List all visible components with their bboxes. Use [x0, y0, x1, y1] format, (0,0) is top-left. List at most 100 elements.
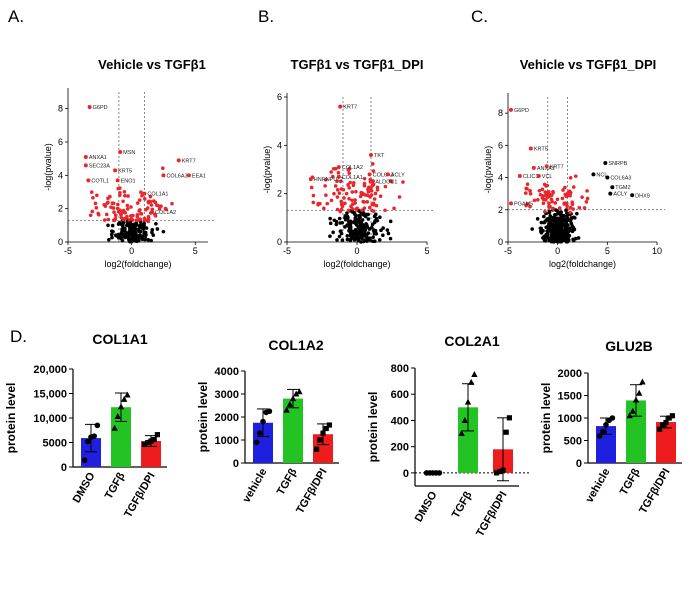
y-axis-label: protein level — [4, 383, 18, 454]
data-point — [639, 378, 646, 385]
significant-point — [102, 202, 106, 207]
nonsignificant-point — [350, 234, 354, 238]
significant-point — [560, 196, 565, 201]
significant-point — [580, 195, 584, 199]
nonsignificant-point — [146, 238, 151, 242]
nonsignificant-point — [349, 231, 354, 236]
significant-point — [550, 199, 554, 204]
significant-point — [362, 206, 367, 210]
nonsignificant-point — [345, 214, 349, 219]
nonsignificant-point — [570, 223, 574, 228]
bar-2 — [656, 422, 676, 463]
nonsignificant-point — [565, 211, 569, 215]
significant-point — [538, 192, 543, 197]
significant-point — [371, 209, 376, 213]
nonsignificant-point — [114, 233, 118, 238]
nonsignificant-point — [109, 229, 114, 233]
y-tick-label: 800 — [391, 363, 409, 375]
nonsignificant-point — [134, 238, 139, 242]
data-point — [464, 398, 472, 405]
data-point — [468, 378, 475, 385]
significant-point — [557, 206, 562, 210]
labeled-point — [83, 163, 88, 168]
nonsignificant-point — [123, 235, 127, 240]
x-tick-label: -5 — [504, 246, 512, 256]
y-tick-label: 0 — [403, 468, 409, 480]
significant-point — [337, 191, 342, 195]
nonsignificant-point — [338, 229, 343, 233]
significant-point — [372, 197, 377, 201]
panel-label-c: C. — [471, 7, 488, 26]
nonsignificant-point — [356, 225, 361, 230]
significant-point — [91, 195, 95, 200]
nonsignificant-point — [359, 229, 363, 234]
nonsignificant-point — [366, 237, 371, 242]
gene-label: COL1A1 — [342, 175, 363, 181]
nonsignificant-point — [131, 229, 136, 234]
y-tick-label: 5000 — [43, 438, 67, 450]
y-tick-label: 1000 — [558, 413, 582, 425]
significant-point — [392, 206, 396, 211]
bar-2 — [141, 441, 161, 467]
significant-point — [322, 206, 326, 211]
nonsignificant-point — [142, 226, 146, 231]
labeled-point — [591, 172, 596, 177]
nonsignificant-point — [545, 232, 550, 237]
nonsignificant-point — [552, 235, 556, 240]
significant-point — [333, 166, 338, 171]
data-point — [609, 415, 616, 421]
volcano-plot-b: TGFβ1 vs TGFβ1_DPI-5 0 50246log2(foldchang… — [262, 57, 435, 269]
significant-point — [568, 210, 572, 215]
significant-point — [573, 174, 578, 178]
gene-label: ANXA1 — [89, 155, 107, 161]
significant-point — [139, 211, 143, 216]
bar-1 — [111, 407, 131, 467]
nonsignificant-point — [119, 236, 123, 241]
y-tick-label: 2 — [58, 204, 63, 214]
nonsignificant-point — [354, 220, 359, 225]
nonsignificant-point — [575, 211, 579, 216]
significant-point — [571, 185, 576, 189]
nonsignificant-point — [369, 225, 374, 230]
data-point — [283, 406, 290, 413]
gene-label: HNRNPUL2 — [314, 177, 344, 183]
significant-point — [365, 200, 370, 204]
labeled-point — [517, 173, 522, 178]
significant-point — [118, 193, 122, 197]
significant-point — [346, 183, 350, 187]
data-point — [629, 407, 636, 414]
significant-point — [546, 195, 550, 199]
significant-point — [350, 206, 355, 211]
y-tick-label: 2000 — [215, 412, 239, 424]
gene-label: PGAM5 — [514, 201, 533, 207]
significant-point — [363, 193, 367, 197]
nonsignificant-point — [122, 232, 126, 237]
labeled-point — [544, 164, 549, 169]
data-point — [91, 433, 97, 439]
category-label: TGFβ — [450, 489, 475, 520]
significant-point — [361, 199, 366, 204]
labeled-point — [308, 177, 313, 182]
significant-point — [135, 213, 140, 217]
nonsignificant-point — [539, 226, 543, 231]
nonsignificant-point — [548, 225, 552, 229]
category-label: DMSO — [413, 489, 440, 524]
data-point — [657, 426, 663, 432]
significant-point — [88, 213, 93, 218]
significant-point — [145, 206, 150, 210]
data-point — [151, 436, 157, 443]
labeled-point — [610, 185, 615, 190]
gene-label: ALDOC1 — [375, 180, 397, 186]
significant-point — [545, 183, 550, 188]
x-tick-label: 5 — [605, 246, 610, 256]
significant-point — [568, 193, 572, 198]
significant-point — [540, 187, 545, 192]
significant-point — [111, 206, 116, 210]
significant-point — [532, 198, 537, 203]
nonsignificant-point — [386, 231, 391, 236]
significant-point — [585, 189, 589, 193]
significant-point — [309, 185, 314, 190]
significant-point — [338, 179, 343, 184]
significant-point — [360, 208, 364, 213]
nonsignificant-point — [149, 238, 153, 243]
